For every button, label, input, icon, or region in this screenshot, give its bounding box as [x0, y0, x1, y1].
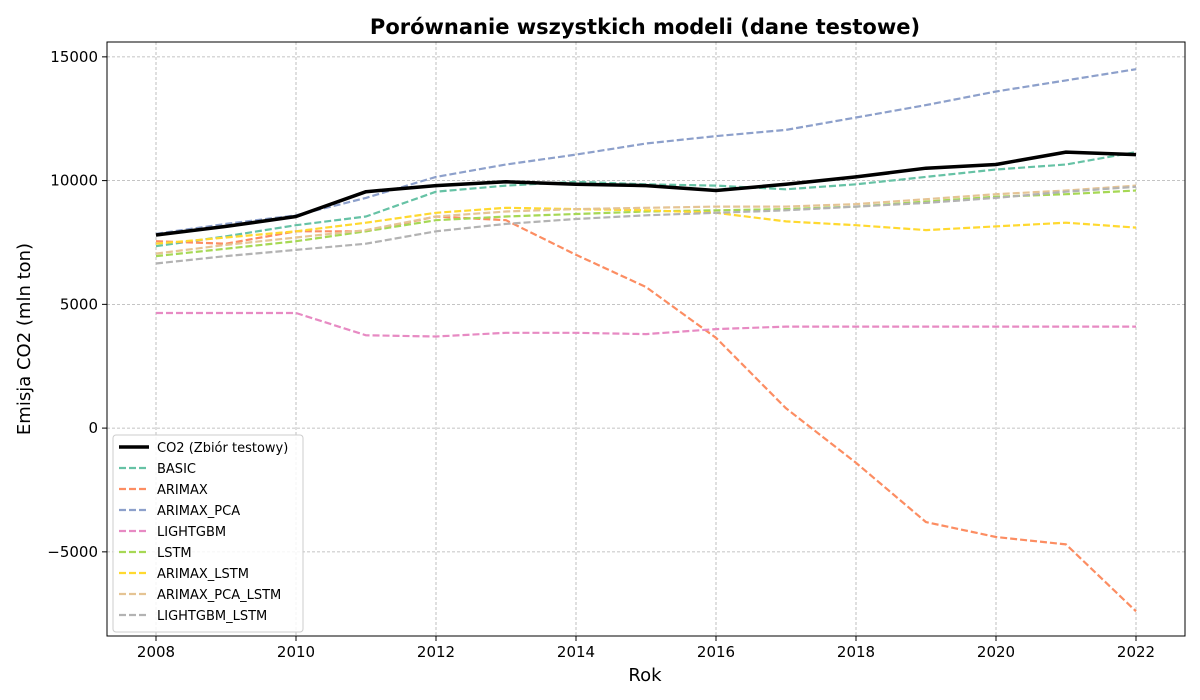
x-tick-label: 2016	[697, 643, 735, 661]
series-line-co2-zbi-r-testowy	[155, 150, 1137, 237]
y-axis-label: Emisja CO2 (mln ton)	[14, 243, 35, 435]
x-tick-label: 2008	[137, 643, 175, 661]
series-line-arimax-pca-lstm	[155, 184, 1137, 255]
legend-box	[112, 434, 304, 633]
x-axis-label: Rok	[628, 665, 662, 686]
x-tick-label: 2014	[557, 643, 595, 661]
y-tick-label: 10000	[50, 172, 98, 190]
series-line-lightgbm	[156, 311, 1136, 338]
plot-frame	[106, 41, 1186, 637]
x-tick-label: 2022	[1117, 643, 1155, 661]
x-tick-label: 2012	[417, 643, 455, 661]
legend-label: LSTM	[157, 546, 192, 561]
series-line-arimax	[155, 215, 1137, 613]
legend-label: ARIMAX_PCA	[157, 504, 240, 519]
series-line-lightgbm-lstm	[155, 185, 1137, 265]
y-axis: −5000 0 5000 10000 15000	[47, 48, 107, 561]
legend-label: ARIMAX_PCA_LSTM	[157, 588, 281, 603]
x-tick-label: 2018	[837, 643, 875, 661]
legend-label: CO2 (Zbiór testowy)	[157, 441, 288, 456]
legend-label: ARIMAX	[157, 483, 208, 498]
x-axis: 2008 2010 2012 2014 2016 2018 2020 2022	[137, 636, 1155, 661]
legend: CO2 (Zbiór testowy) BASIC ARIMAX ARIMAX_PCA…	[112, 434, 304, 633]
y-tick-label: −5000	[47, 543, 98, 561]
legend-label: LIGHTGBM	[157, 525, 226, 540]
x-tick-label: 2020	[977, 643, 1015, 661]
y-tick-label: 15000	[50, 48, 98, 66]
y-tick-label: 0	[88, 419, 98, 437]
legend-label: ARIMAX_LSTM	[157, 567, 249, 582]
legend-label: BASIC	[157, 462, 196, 477]
series-line-arimax-lstm	[155, 206, 1137, 245]
legend-label: LIGHTGBM_LSTM	[157, 609, 267, 624]
x-tick-label: 2010	[277, 643, 315, 661]
series-line-lstm	[155, 189, 1137, 258]
series-layer	[155, 68, 1137, 613]
chart-title: Porównanie wszystkich modeli (dane testo…	[370, 15, 920, 39]
y-tick-label: 5000	[60, 295, 98, 313]
